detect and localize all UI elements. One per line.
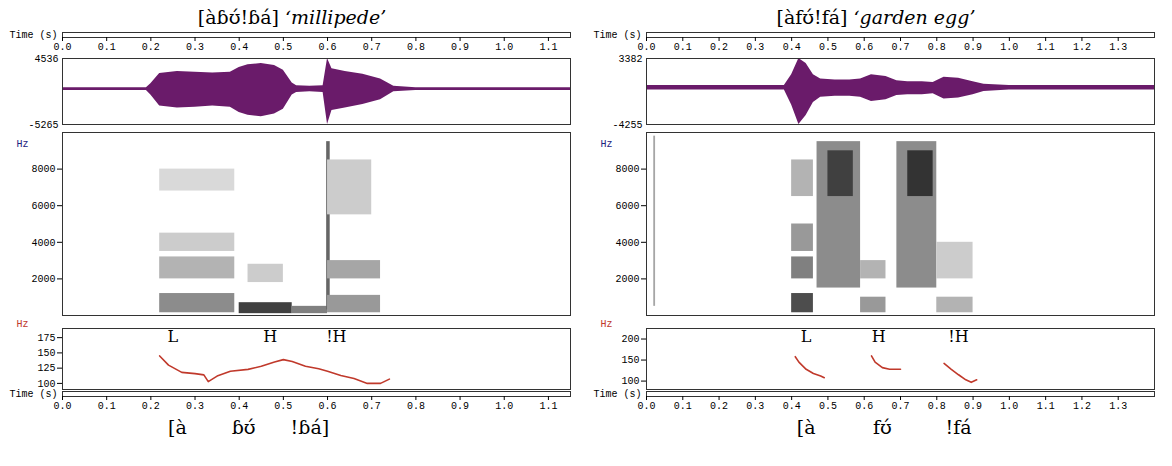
svg-text:Time (s): Time (s) (9, 389, 57, 400)
svg-text:0.5: 0.5 (819, 401, 837, 412)
svg-text:0.7: 0.7 (891, 401, 909, 412)
svg-text:0.5: 0.5 (274, 42, 292, 53)
svg-text:0.5: 0.5 (274, 401, 292, 412)
svg-text:!H: !H (948, 327, 968, 346)
svg-text:0.0: 0.0 (637, 401, 655, 412)
svg-text:200: 200 (621, 334, 639, 345)
svg-text:1.3: 1.3 (1109, 42, 1127, 53)
svg-text:L: L (801, 327, 812, 346)
svg-text:1.1: 1.1 (539, 401, 557, 412)
svg-text:ɓʊ́: ɓʊ́ (232, 416, 256, 438)
svg-text:0.3: 0.3 (746, 401, 764, 412)
svg-text:0.1: 0.1 (674, 401, 692, 412)
svg-text:0.6: 0.6 (855, 401, 873, 412)
svg-text:0.2: 0.2 (710, 401, 728, 412)
svg-text:0.9: 0.9 (964, 401, 982, 412)
svg-text:0.7: 0.7 (891, 42, 909, 53)
svg-text:1.1: 1.1 (539, 42, 557, 53)
svg-text:0.4: 0.4 (783, 42, 801, 53)
svg-text:4000: 4000 (615, 238, 639, 249)
svg-text:H: H (872, 327, 886, 346)
svg-text:L: L (168, 327, 179, 346)
svg-text:Time (s): Time (s) (9, 30, 57, 41)
svg-text:Hz: Hz (16, 139, 28, 150)
svg-text:[à: [à (797, 416, 816, 438)
svg-text:4000: 4000 (31, 238, 55, 249)
svg-text:Hz: Hz (600, 319, 612, 330)
svg-text:0.1: 0.1 (98, 401, 116, 412)
svg-text:0.1: 0.1 (674, 42, 692, 53)
svg-text:8000: 8000 (31, 164, 55, 175)
svg-text:0.5: 0.5 (819, 42, 837, 53)
svg-text:3382: 3382 (618, 54, 642, 65)
svg-text:0.9: 0.9 (451, 401, 469, 412)
svg-text:Hz: Hz (16, 319, 28, 330)
svg-text:0.4: 0.4 (230, 42, 248, 53)
svg-text:0.7: 0.7 (363, 42, 381, 53)
svg-text:0.8: 0.8 (928, 401, 946, 412)
svg-text:1.1: 1.1 (1037, 42, 1055, 53)
svg-text:0.7: 0.7 (363, 401, 381, 412)
svg-text:fʊ́: fʊ́ (873, 416, 892, 438)
svg-text:2000: 2000 (615, 274, 639, 285)
svg-text:0.2: 0.2 (710, 42, 728, 53)
svg-text:4536: 4536 (34, 54, 58, 65)
svg-text:150: 150 (37, 348, 55, 359)
svg-text:Time (s): Time (s) (593, 30, 641, 41)
svg-text:1.0: 1.0 (1000, 401, 1018, 412)
svg-text:0.3: 0.3 (746, 42, 764, 53)
svg-text:0.0: 0.0 (637, 42, 655, 53)
svg-text:0.2: 0.2 (142, 42, 160, 53)
svg-text:175: 175 (37, 333, 55, 344)
svg-text:0.8: 0.8 (928, 42, 946, 53)
svg-text:1.2: 1.2 (1073, 42, 1091, 53)
svg-text:!fá: !fá (946, 416, 972, 438)
svg-text:150: 150 (621, 355, 639, 366)
svg-text:1.0: 1.0 (1000, 42, 1018, 53)
svg-text:0.6: 0.6 (855, 42, 873, 53)
svg-text:0.1: 0.1 (98, 42, 116, 53)
svg-text:0.3: 0.3 (186, 401, 204, 412)
svg-text:!H: !H (326, 327, 346, 346)
svg-text:0.6: 0.6 (319, 401, 337, 412)
svg-text:0.9: 0.9 (964, 42, 982, 53)
svg-text:Hz: Hz (600, 139, 612, 150)
svg-text:125: 125 (37, 363, 55, 374)
svg-text:0.3: 0.3 (186, 42, 204, 53)
svg-text:100: 100 (621, 376, 639, 387)
html-text:[àfʊ́!fá] ‘garden egg’: [àfʊ́!fá] ‘garden egg’ (776, 6, 976, 28)
svg-text:1.0: 1.0 (495, 42, 513, 53)
svg-text:0.0: 0.0 (53, 401, 71, 412)
svg-text:8000: 8000 (615, 164, 639, 175)
svg-text:0.8: 0.8 (407, 401, 425, 412)
svg-text:-5265: -5265 (28, 120, 58, 131)
svg-text:[à: [à (168, 416, 187, 438)
svg-text:1.3: 1.3 (1109, 401, 1127, 412)
svg-text:0.6: 0.6 (319, 42, 337, 53)
svg-text:0.8: 0.8 (407, 42, 425, 53)
svg-text:1.2: 1.2 (1073, 401, 1091, 412)
svg-text:0.9: 0.9 (451, 42, 469, 53)
svg-text:2000: 2000 (31, 274, 55, 285)
svg-text:0.2: 0.2 (142, 401, 160, 412)
svg-text:6000: 6000 (615, 201, 639, 212)
svg-text:0.4: 0.4 (230, 401, 248, 412)
html-text:[àɓʊ́!ɓá] ‘millipede’: [àɓʊ́!ɓá] ‘millipede’ (197, 6, 387, 28)
svg-text:H: H (263, 327, 277, 346)
svg-text:100: 100 (37, 379, 55, 390)
svg-text:!ɓá]: !ɓá] (291, 416, 330, 438)
svg-text:-4255: -4255 (612, 120, 642, 131)
svg-text:0.0: 0.0 (53, 42, 71, 53)
svg-text:6000: 6000 (31, 201, 55, 212)
svg-text:1.0: 1.0 (495, 401, 513, 412)
svg-text:Time (s): Time (s) (593, 389, 641, 400)
svg-text:1.1: 1.1 (1037, 401, 1055, 412)
svg-text:0.4: 0.4 (783, 401, 801, 412)
